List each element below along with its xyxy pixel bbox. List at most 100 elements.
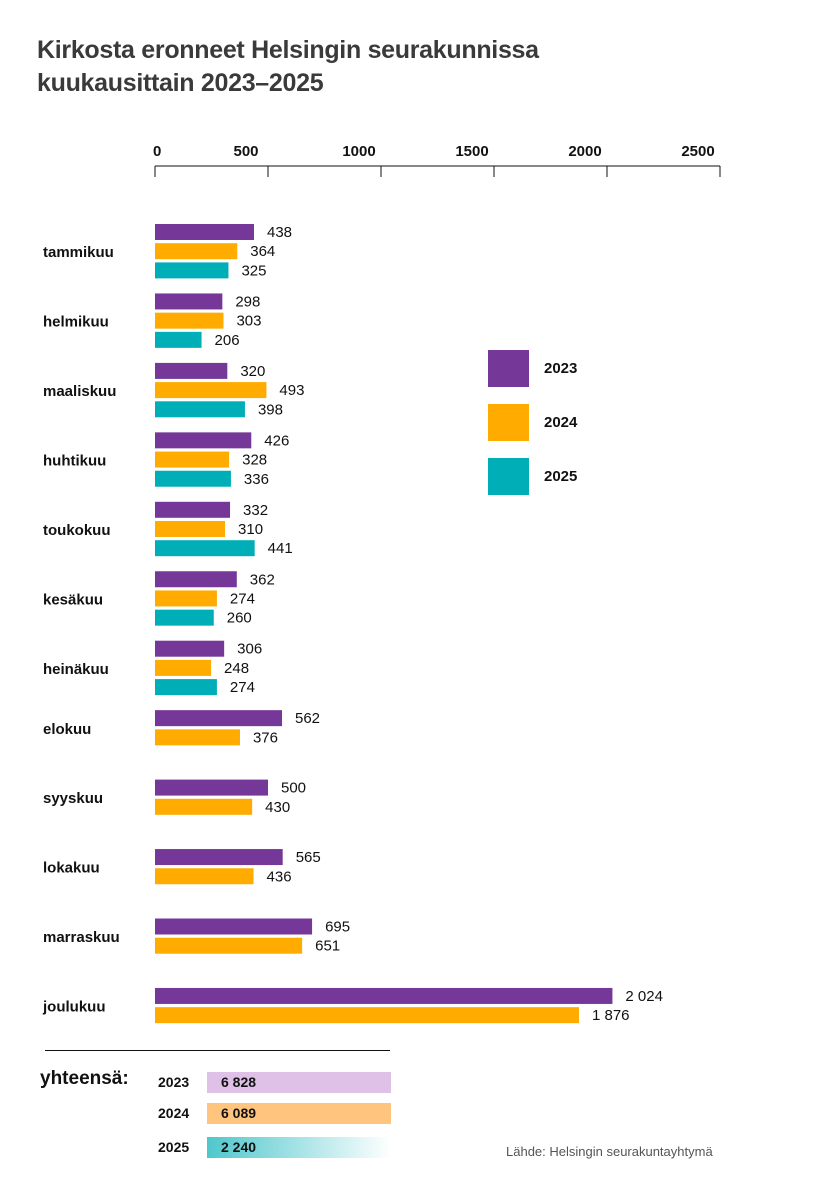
legend-label: 2025 [544, 468, 577, 485]
data-label: 651 [315, 938, 340, 955]
data-label: 274 [230, 679, 255, 696]
bar [155, 521, 226, 537]
bar [155, 659, 212, 676]
x-tick-label: 0 [153, 143, 161, 160]
bar [155, 224, 254, 240]
x-tick-label: 1000 [342, 143, 375, 160]
data-label: 310 [238, 521, 263, 538]
data-label: 441 [268, 540, 293, 557]
category-label: maaliskuu [43, 383, 116, 400]
category-label: toukokuu [43, 522, 111, 539]
x-tick-label: 500 [233, 143, 258, 160]
total-year: 2023 [158, 1074, 190, 1090]
bar [155, 918, 313, 935]
data-label: 332 [243, 502, 268, 519]
bar [155, 710, 283, 727]
bar [155, 640, 225, 657]
bar [155, 779, 268, 796]
category-label: tammikuu [43, 244, 114, 261]
legend-swatch [488, 404, 529, 441]
data-label: 364 [250, 243, 275, 260]
bar [155, 1007, 579, 1024]
category-label: heinäkuu [43, 661, 109, 678]
category-label: helmikuu [43, 314, 109, 331]
data-label: 206 [215, 332, 240, 349]
bar-chart: 0 500 1000 1500 2000 2500 tammikuu helmikuu maa… [42, 143, 721, 1024]
bar [155, 470, 231, 487]
totals-divider [45, 1050, 390, 1051]
bar [155, 987, 613, 1004]
chart-title-line2: kuukausittain 2023–2025 [37, 69, 324, 97]
data-label: 436 [267, 868, 292, 885]
total-bar: 6 828 [207, 1071, 391, 1093]
data-label: 336 [244, 471, 269, 488]
category-label: syyskuu [43, 790, 103, 807]
x-tick-label: 2500 [681, 143, 714, 160]
bar [155, 729, 240, 746]
data-label: 500 [281, 780, 306, 797]
data-label: 493 [279, 382, 304, 399]
data-label: 2 024 [625, 988, 663, 1005]
category-labels: tammikuu helmikuu maaliskuu huhtikuu toukoku… [42, 244, 120, 1015]
legend: 2023 2024 2025 [488, 350, 578, 495]
x-axis: 0 500 1000 1500 2000 2500 [153, 143, 721, 177]
totals-title: yhteensä: [40, 1068, 129, 1089]
bar [155, 609, 214, 626]
chart-title: Kirkosta eronneet Helsingin seurakunniss… [37, 34, 539, 100]
bar [155, 590, 217, 607]
legend-swatch [488, 350, 529, 387]
bar [155, 501, 231, 518]
data-label: 320 [240, 363, 265, 380]
data-label: 298 [235, 293, 260, 310]
data-label: 426 [264, 432, 289, 449]
bar [155, 798, 253, 815]
bar [155, 540, 255, 557]
bar [155, 243, 238, 260]
bar [155, 432, 252, 449]
data-label: 430 [265, 799, 290, 816]
total-year: 2024 [158, 1105, 190, 1121]
total-year: 2025 [158, 1139, 190, 1155]
bar [155, 382, 267, 399]
data-label: 260 [227, 610, 252, 627]
bar [155, 293, 223, 310]
source-note: Lähde: Helsingin seurakuntayhtymä [506, 1144, 713, 1159]
total-bar: 6 089 [207, 1102, 391, 1124]
data-label: 376 [253, 729, 278, 746]
legend-label: 2024 [544, 414, 578, 431]
bar [155, 849, 283, 866]
bar [155, 868, 254, 885]
bar [155, 262, 229, 279]
bar [155, 937, 303, 954]
total-bar: 2 240 [207, 1136, 391, 1158]
category-label: huhtikuu [43, 453, 106, 470]
x-tick-label: 2000 [568, 143, 601, 160]
data-label: 695 [325, 919, 350, 936]
category-label: lokakuu [43, 860, 100, 877]
data-label: 248 [224, 660, 249, 677]
data-label: 438 [267, 224, 292, 241]
category-label: joulukuu [42, 999, 106, 1016]
total-row-2023: 2023 6 828 [158, 1071, 391, 1093]
bar [155, 679, 217, 696]
data-label: 1 876 [592, 1007, 630, 1024]
bar [155, 571, 237, 588]
bar [155, 451, 230, 468]
data-label: 325 [241, 262, 266, 279]
data-label: 303 [236, 313, 261, 330]
data-label: 398 [258, 401, 283, 418]
legend-label: 2023 [544, 360, 577, 377]
data-label: 362 [250, 571, 275, 588]
bar [155, 362, 228, 379]
category-label: elokuu [43, 721, 91, 738]
data-label: 306 [237, 641, 262, 658]
bar [155, 401, 245, 418]
category-label: marraskuu [43, 929, 120, 946]
total-row-2025: 2025 2 240 [158, 1136, 391, 1158]
bar [155, 331, 202, 348]
bars [155, 224, 613, 1024]
data-label: 565 [296, 849, 321, 866]
chart-title-line1: Kirkosta eronneet Helsingin seurakunniss… [37, 36, 539, 64]
data-label: 274 [230, 590, 255, 607]
